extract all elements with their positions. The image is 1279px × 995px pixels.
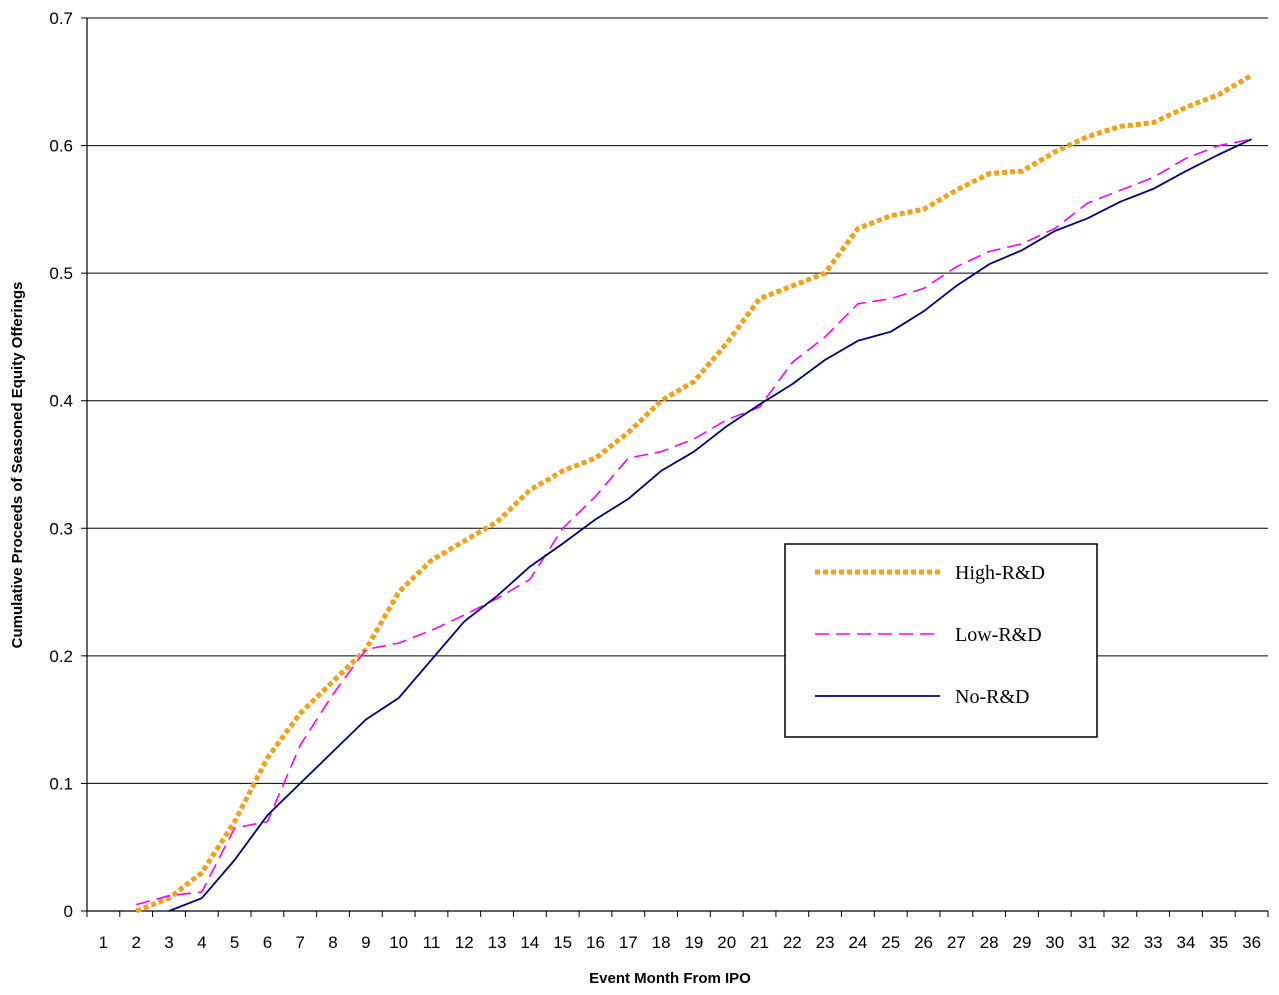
y-tick-label: 0.4 <box>49 392 73 411</box>
axes: 00.10.20.30.40.50.60.71 2 3 4 5 6 7 8 9 10 11 12 13 1… <box>49 9 1269 952</box>
x-tick-label: 26 <box>914 933 933 952</box>
x-tick-label: 3 <box>164 933 173 952</box>
x-tick-label: 19 <box>684 933 703 952</box>
series-lines <box>135 73 1253 914</box>
y-tick-label: 0.6 <box>49 137 73 156</box>
x-tick-label: 5 <box>230 933 239 952</box>
x-tick-label: 28 <box>980 933 999 952</box>
series-line-no-r-d <box>168 138 1252 912</box>
series-line-high-r-d <box>135 73 1253 914</box>
legend-box <box>784 543 1098 738</box>
gridlines <box>87 17 1268 784</box>
x-tick-label: 7 <box>296 933 305 952</box>
x-tick-label: 27 <box>947 933 966 952</box>
y-tick-label: 0.1 <box>49 774 73 793</box>
x-tick-label: 15 <box>553 933 572 952</box>
x-tick-label: 20 <box>717 933 736 952</box>
y-tick-label: 0.5 <box>49 264 73 283</box>
x-tick-label: 18 <box>652 933 671 952</box>
x-tick-label: 33 <box>1144 933 1163 952</box>
x-axis-title: Event Month From IPO <box>589 970 751 987</box>
x-tick-label: 22 <box>783 933 802 952</box>
x-tick-label: 2 <box>131 933 140 952</box>
x-tick-label: 10 <box>389 933 408 952</box>
x-tick-label: 25 <box>881 933 900 952</box>
x-tick-label: 31 <box>1078 933 1097 952</box>
x-tick-label: 34 <box>1177 933 1196 952</box>
y-tick-label: 0.7 <box>49 9 73 28</box>
x-tick-label: 13 <box>488 933 507 952</box>
x-tick-label: 4 <box>197 933 206 952</box>
x-tick-label: 29 <box>1012 933 1031 952</box>
legend-label: High-R&D <box>955 562 1045 584</box>
y-tick-label: 0.3 <box>49 519 73 538</box>
y-axis-title: Cumulative Proceeds of Seasoned Equity O… <box>9 282 26 649</box>
x-tick-label: 23 <box>816 933 835 952</box>
legend-label: No-R&D <box>955 686 1029 708</box>
x-tick-label: 16 <box>586 933 605 952</box>
x-tick-label: 1 <box>99 933 108 952</box>
series-line-low-r-d <box>135 138 1252 906</box>
x-tick-label: 11 <box>423 933 441 952</box>
legend: High-R&D Low-R&D No-R&D <box>784 543 1098 738</box>
x-tick-label: 6 <box>263 933 272 952</box>
x-tick-label: 14 <box>520 933 539 952</box>
y-tick-label: 0.2 <box>49 647 73 666</box>
x-tick-label: 21 <box>750 933 769 952</box>
x-tick-label: 36 <box>1242 933 1261 952</box>
legend-label: Low-R&D <box>955 624 1042 646</box>
x-tick-label: 30 <box>1045 933 1064 952</box>
y-tick-label: 0 <box>64 902 73 921</box>
x-tick-label: 35 <box>1209 933 1228 952</box>
x-tick-label: 9 <box>361 933 370 952</box>
x-tick-label: 17 <box>619 933 638 952</box>
x-tick-label: 12 <box>455 933 474 952</box>
x-tick-label: 24 <box>848 933 867 952</box>
x-tick-label: 32 <box>1111 933 1130 952</box>
x-tick-label: 8 <box>328 933 337 952</box>
